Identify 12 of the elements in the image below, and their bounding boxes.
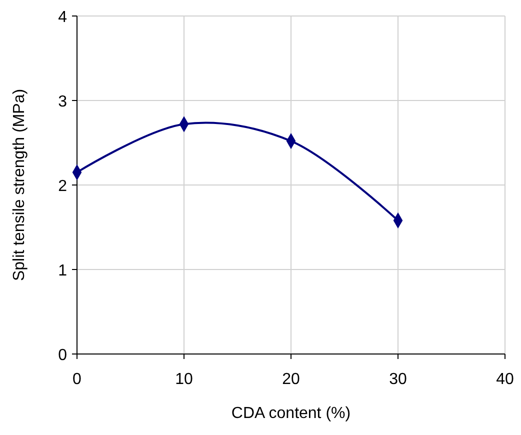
x-tick-label: 10 bbox=[175, 371, 193, 388]
y-tick-label: 3 bbox=[58, 94, 68, 110]
x-tick-label: 0 bbox=[72, 371, 82, 388]
y-tick-label: 2 bbox=[58, 178, 68, 195]
y-axis-title: Split tensile strength (MPa) bbox=[11, 88, 28, 282]
y-tick-label: 1 bbox=[58, 262, 68, 280]
x-axis-title: CDA content (%) bbox=[231, 405, 351, 422]
x-tick-label: 30 bbox=[389, 371, 407, 388]
y-tick-label: 0 bbox=[58, 347, 68, 364]
x-tick-label: 20 bbox=[282, 371, 300, 388]
x-tick-label: 40 bbox=[496, 371, 514, 388]
y-tick-label: 4 bbox=[58, 9, 68, 26]
